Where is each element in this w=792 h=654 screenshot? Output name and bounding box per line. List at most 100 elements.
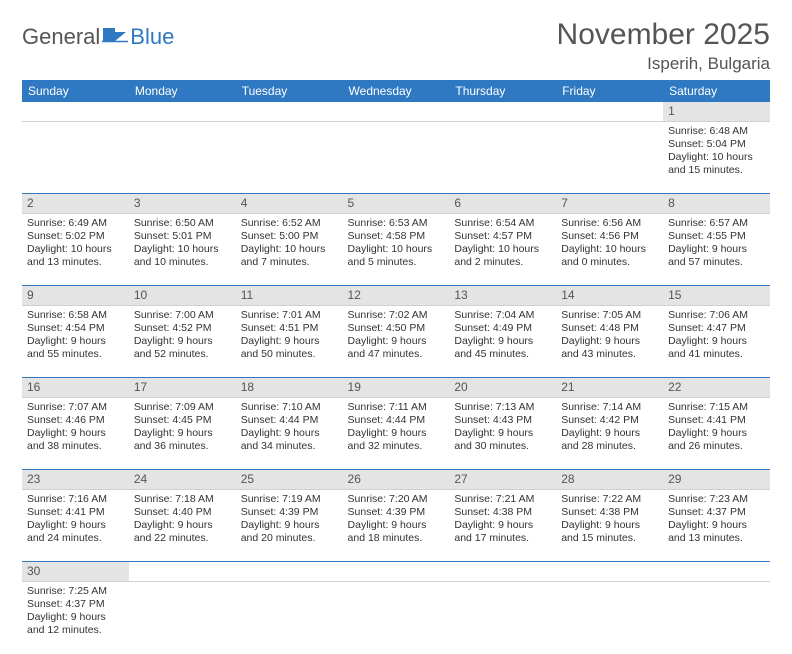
sunset-text: Sunset: 4:52 PM	[134, 322, 231, 335]
day-cell: Sunrise: 7:18 AMSunset: 4:40 PMDaylight:…	[129, 490, 236, 562]
weekday-header-row: Sunday Monday Tuesday Wednesday Thursday…	[22, 80, 770, 102]
day-cell: Sunrise: 6:58 AMSunset: 4:54 PMDaylight:…	[22, 306, 129, 378]
daylight-text: Daylight: 9 hours	[561, 519, 658, 532]
day-cell: Sunrise: 6:52 AMSunset: 5:00 PMDaylight:…	[236, 214, 343, 286]
daylight-text: Daylight: 9 hours	[27, 335, 124, 348]
day-number: 9	[22, 286, 129, 306]
day-number: 28	[556, 470, 663, 490]
sunset-text: Sunset: 4:49 PM	[454, 322, 551, 335]
sunset-text: Sunset: 4:48 PM	[561, 322, 658, 335]
day-number	[449, 562, 556, 582]
day-cell	[129, 122, 236, 194]
daylight-text: and 22 minutes.	[134, 532, 231, 545]
daynum-row: 23242526272829	[22, 470, 770, 490]
day-cell: Sunrise: 7:11 AMSunset: 4:44 PMDaylight:…	[343, 398, 450, 470]
day-number: 29	[663, 470, 770, 490]
daylight-text: and 18 minutes.	[348, 532, 445, 545]
daylight-text: Daylight: 9 hours	[668, 519, 765, 532]
daylight-text: Daylight: 9 hours	[241, 519, 338, 532]
header: General Blue November 2025 Isperih, Bulg…	[22, 18, 770, 74]
daylight-text: Daylight: 9 hours	[241, 427, 338, 440]
daylight-text: Daylight: 10 hours	[561, 243, 658, 256]
daylight-text: and 15 minutes.	[668, 164, 765, 177]
daylight-text: Daylight: 9 hours	[134, 335, 231, 348]
day-number: 27	[449, 470, 556, 490]
daylight-text: and 32 minutes.	[348, 440, 445, 453]
sunset-text: Sunset: 4:39 PM	[241, 506, 338, 519]
sunrise-text: Sunrise: 6:56 AM	[561, 217, 658, 230]
day-number	[663, 562, 770, 582]
sunset-text: Sunset: 4:58 PM	[348, 230, 445, 243]
day-number: 18	[236, 378, 343, 398]
sunset-text: Sunset: 4:51 PM	[241, 322, 338, 335]
location: Isperih, Bulgaria	[557, 54, 770, 74]
sunrise-text: Sunrise: 6:48 AM	[668, 125, 765, 138]
sunset-text: Sunset: 4:46 PM	[27, 414, 124, 427]
daylight-text: and 28 minutes.	[561, 440, 658, 453]
daylight-text: Daylight: 9 hours	[454, 427, 551, 440]
daylight-text: Daylight: 9 hours	[668, 335, 765, 348]
sunrise-text: Sunrise: 7:09 AM	[134, 401, 231, 414]
sunset-text: Sunset: 4:37 PM	[668, 506, 765, 519]
sunset-text: Sunset: 4:40 PM	[134, 506, 231, 519]
daylight-text: and 55 minutes.	[27, 348, 124, 361]
daylight-text: and 24 minutes.	[27, 532, 124, 545]
daylight-text: and 34 minutes.	[241, 440, 338, 453]
daylight-text: Daylight: 9 hours	[454, 335, 551, 348]
day-cell: Sunrise: 6:48 AMSunset: 5:04 PMDaylight:…	[663, 122, 770, 194]
day-number	[22, 102, 129, 122]
sunset-text: Sunset: 4:41 PM	[668, 414, 765, 427]
sunrise-text: Sunrise: 7:20 AM	[348, 493, 445, 506]
day-number	[343, 102, 450, 122]
daylight-text: and 5 minutes.	[348, 256, 445, 269]
day-cell: Sunrise: 7:14 AMSunset: 4:42 PMDaylight:…	[556, 398, 663, 470]
daynum-row: 9101112131415	[22, 286, 770, 306]
daylight-text: Daylight: 10 hours	[348, 243, 445, 256]
detail-row: Sunrise: 6:49 AMSunset: 5:02 PMDaylight:…	[22, 214, 770, 286]
sunrise-text: Sunrise: 7:10 AM	[241, 401, 338, 414]
sunrise-text: Sunrise: 7:16 AM	[27, 493, 124, 506]
sunrise-text: Sunrise: 6:57 AM	[668, 217, 765, 230]
sunrise-text: Sunrise: 6:52 AM	[241, 217, 338, 230]
sunset-text: Sunset: 5:00 PM	[241, 230, 338, 243]
day-cell: Sunrise: 6:57 AMSunset: 4:55 PMDaylight:…	[663, 214, 770, 286]
day-cell: Sunrise: 7:07 AMSunset: 4:46 PMDaylight:…	[22, 398, 129, 470]
sunrise-text: Sunrise: 7:15 AM	[668, 401, 765, 414]
daylight-text: Daylight: 9 hours	[668, 243, 765, 256]
day-number: 1	[663, 102, 770, 122]
daylight-text: Daylight: 10 hours	[454, 243, 551, 256]
flag-icon	[102, 24, 128, 50]
daylight-text: and 10 minutes.	[134, 256, 231, 269]
day-number: 23	[22, 470, 129, 490]
day-cell: Sunrise: 7:21 AMSunset: 4:38 PMDaylight:…	[449, 490, 556, 562]
daylight-text: Daylight: 9 hours	[348, 427, 445, 440]
sunset-text: Sunset: 4:44 PM	[241, 414, 338, 427]
daylight-text: Daylight: 9 hours	[27, 427, 124, 440]
daylight-text: and 15 minutes.	[561, 532, 658, 545]
sunset-text: Sunset: 4:54 PM	[27, 322, 124, 335]
day-number	[343, 562, 450, 582]
day-cell: Sunrise: 7:05 AMSunset: 4:48 PMDaylight:…	[556, 306, 663, 378]
day-number: 26	[343, 470, 450, 490]
logo: General Blue	[22, 18, 174, 50]
weekday-header: Tuesday	[236, 80, 343, 102]
sunset-text: Sunset: 4:43 PM	[454, 414, 551, 427]
sunrise-text: Sunrise: 7:06 AM	[668, 309, 765, 322]
daylight-text: Daylight: 10 hours	[668, 151, 765, 164]
daylight-text: and 36 minutes.	[134, 440, 231, 453]
daylight-text: and 50 minutes.	[241, 348, 338, 361]
logo-text-blue: Blue	[130, 24, 174, 50]
day-number: 10	[129, 286, 236, 306]
day-cell: Sunrise: 6:50 AMSunset: 5:01 PMDaylight:…	[129, 214, 236, 286]
daylight-text: Daylight: 9 hours	[241, 335, 338, 348]
daylight-text: and 47 minutes.	[348, 348, 445, 361]
sunrise-text: Sunrise: 7:11 AM	[348, 401, 445, 414]
daylight-text: and 20 minutes.	[241, 532, 338, 545]
sunrise-text: Sunrise: 6:50 AM	[134, 217, 231, 230]
daynum-row: 1	[22, 102, 770, 122]
sunrise-text: Sunrise: 7:23 AM	[668, 493, 765, 506]
sunrise-text: Sunrise: 7:02 AM	[348, 309, 445, 322]
day-number: 25	[236, 470, 343, 490]
day-number: 21	[556, 378, 663, 398]
day-number: 15	[663, 286, 770, 306]
